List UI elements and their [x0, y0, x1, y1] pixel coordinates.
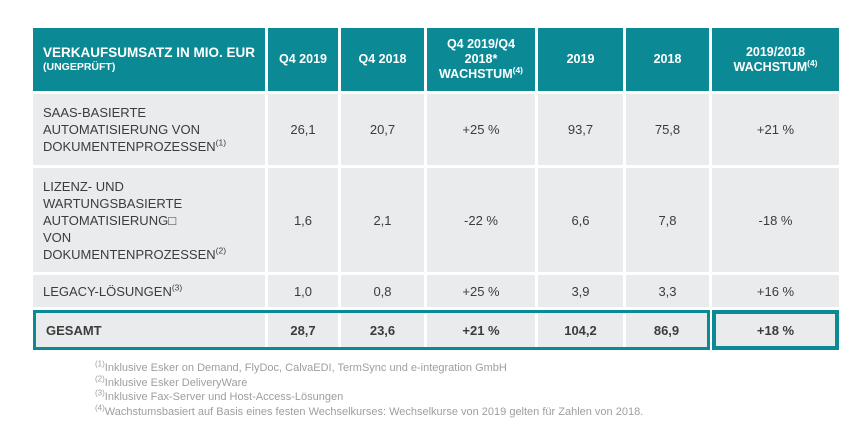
footnote-4: (4)Wachstumsbasiert auf Basis eines fest…: [95, 403, 644, 418]
cell-value: 0,8: [341, 275, 424, 307]
cell-value: 7,8: [626, 168, 709, 272]
total-growth-box: +18 %: [712, 310, 839, 350]
cell-value: 75,8: [626, 94, 709, 165]
footnote-2: (2)Inklusive Esker DeliveryWare: [95, 373, 248, 389]
footnote-marker: (2): [95, 373, 105, 383]
table-header-row: VERKAUFSUMSATZ IN MIO. EUR (UNGEPRÜFT) Q…: [33, 28, 839, 91]
row-label: LIZENZ- UND WARTUNGSBASIERTE AUTOMATISIE…: [33, 168, 265, 272]
table-subtitle: (UNGEPRÜFT): [43, 61, 116, 73]
cell-value: +16 %: [712, 275, 839, 307]
header-cell-q4-2018: Q4 2018: [341, 28, 424, 91]
footnote-marker: (1): [95, 359, 105, 369]
cell-value: 3,9: [538, 275, 623, 307]
total-main-box: GESAMT 28,7 23,6 +21 % 104,2 86,9: [33, 310, 710, 350]
footnote-marker: (4): [95, 403, 105, 413]
cell-value: 20,7: [341, 94, 424, 165]
total-value: 23,6: [341, 313, 424, 347]
footnote-marker: (2): [215, 245, 227, 256]
footnote-marker: (3): [171, 282, 183, 293]
cell-value: -18 %: [712, 168, 839, 272]
footnote-1: (1)Inklusive Esker on Demand, FlyDoc, Ca…: [95, 359, 507, 374]
total-value: 104,2: [538, 313, 623, 347]
header-cell-2019: 2019: [538, 28, 623, 91]
header-cell-year-growth: 2019/2018 WACHSTUM(4): [712, 28, 839, 91]
total-label: GESAMT: [36, 313, 265, 347]
row-label: LEGACY-LÖSUNGEN(3): [33, 275, 265, 307]
cell-value: 1,0: [268, 275, 338, 307]
footnote-marker: (1): [215, 137, 227, 148]
footnote-marker: (3): [95, 388, 105, 398]
cell-value: 3,3: [626, 275, 709, 307]
table-title: VERKAUFSUMSATZ IN MIO. EUR: [43, 45, 255, 60]
cell-value: 6,6: [538, 168, 623, 272]
table-row-lizenz: LIZENZ- UND WARTUNGSBASIERTE AUTOMATISIE…: [33, 168, 839, 272]
cell-value: 2,1: [341, 168, 424, 272]
total-value: +21 %: [427, 313, 535, 347]
cell-value: +25 %: [427, 275, 535, 307]
header-cell-q4-2019: Q4 2019: [268, 28, 338, 91]
footnote-marker: (4): [807, 57, 818, 68]
table-total-row: GESAMT 28,7 23,6 +21 % 104,2 86,9 +18 %: [33, 310, 839, 350]
cell-value: 1,6: [268, 168, 338, 272]
total-value: 86,9: [626, 313, 707, 347]
footnote-marker: (4): [512, 64, 523, 75]
cell-value: +25 %: [427, 94, 535, 165]
cell-value: 93,7: [538, 94, 623, 165]
cell-value: +21 %: [712, 94, 839, 165]
total-value: 28,7: [268, 313, 338, 347]
footnotes: (1)Inklusive Esker on Demand, FlyDoc, Ca…: [95, 359, 644, 419]
footnote-3: (3)Inklusive Fax-Server und Host-Access-…: [95, 388, 344, 404]
header-cell-metric: VERKAUFSUMSATZ IN MIO. EUR (UNGEPRÜFT): [33, 28, 265, 91]
cell-value: 26,1: [268, 94, 338, 165]
header-cell-q4-growth: Q4 2019/Q4 2018* WACHSTUM(4): [427, 28, 535, 91]
cell-value: -22 %: [427, 168, 535, 272]
header-cell-2018: 2018: [626, 28, 709, 91]
sales-revenue-table: VERKAUFSUMSATZ IN MIO. EUR (UNGEPRÜFT) Q…: [33, 28, 839, 350]
table-row-saas: SAAS-BASIERTE AUTOMATISIERUNG VON DOKUME…: [33, 94, 839, 165]
table-row-legacy: LEGACY-LÖSUNGEN(3) 1,0 0,8 +25 % 3,9 3,3…: [33, 275, 839, 307]
row-label: SAAS-BASIERTE AUTOMATISIERUNG VON DOKUME…: [33, 94, 265, 165]
